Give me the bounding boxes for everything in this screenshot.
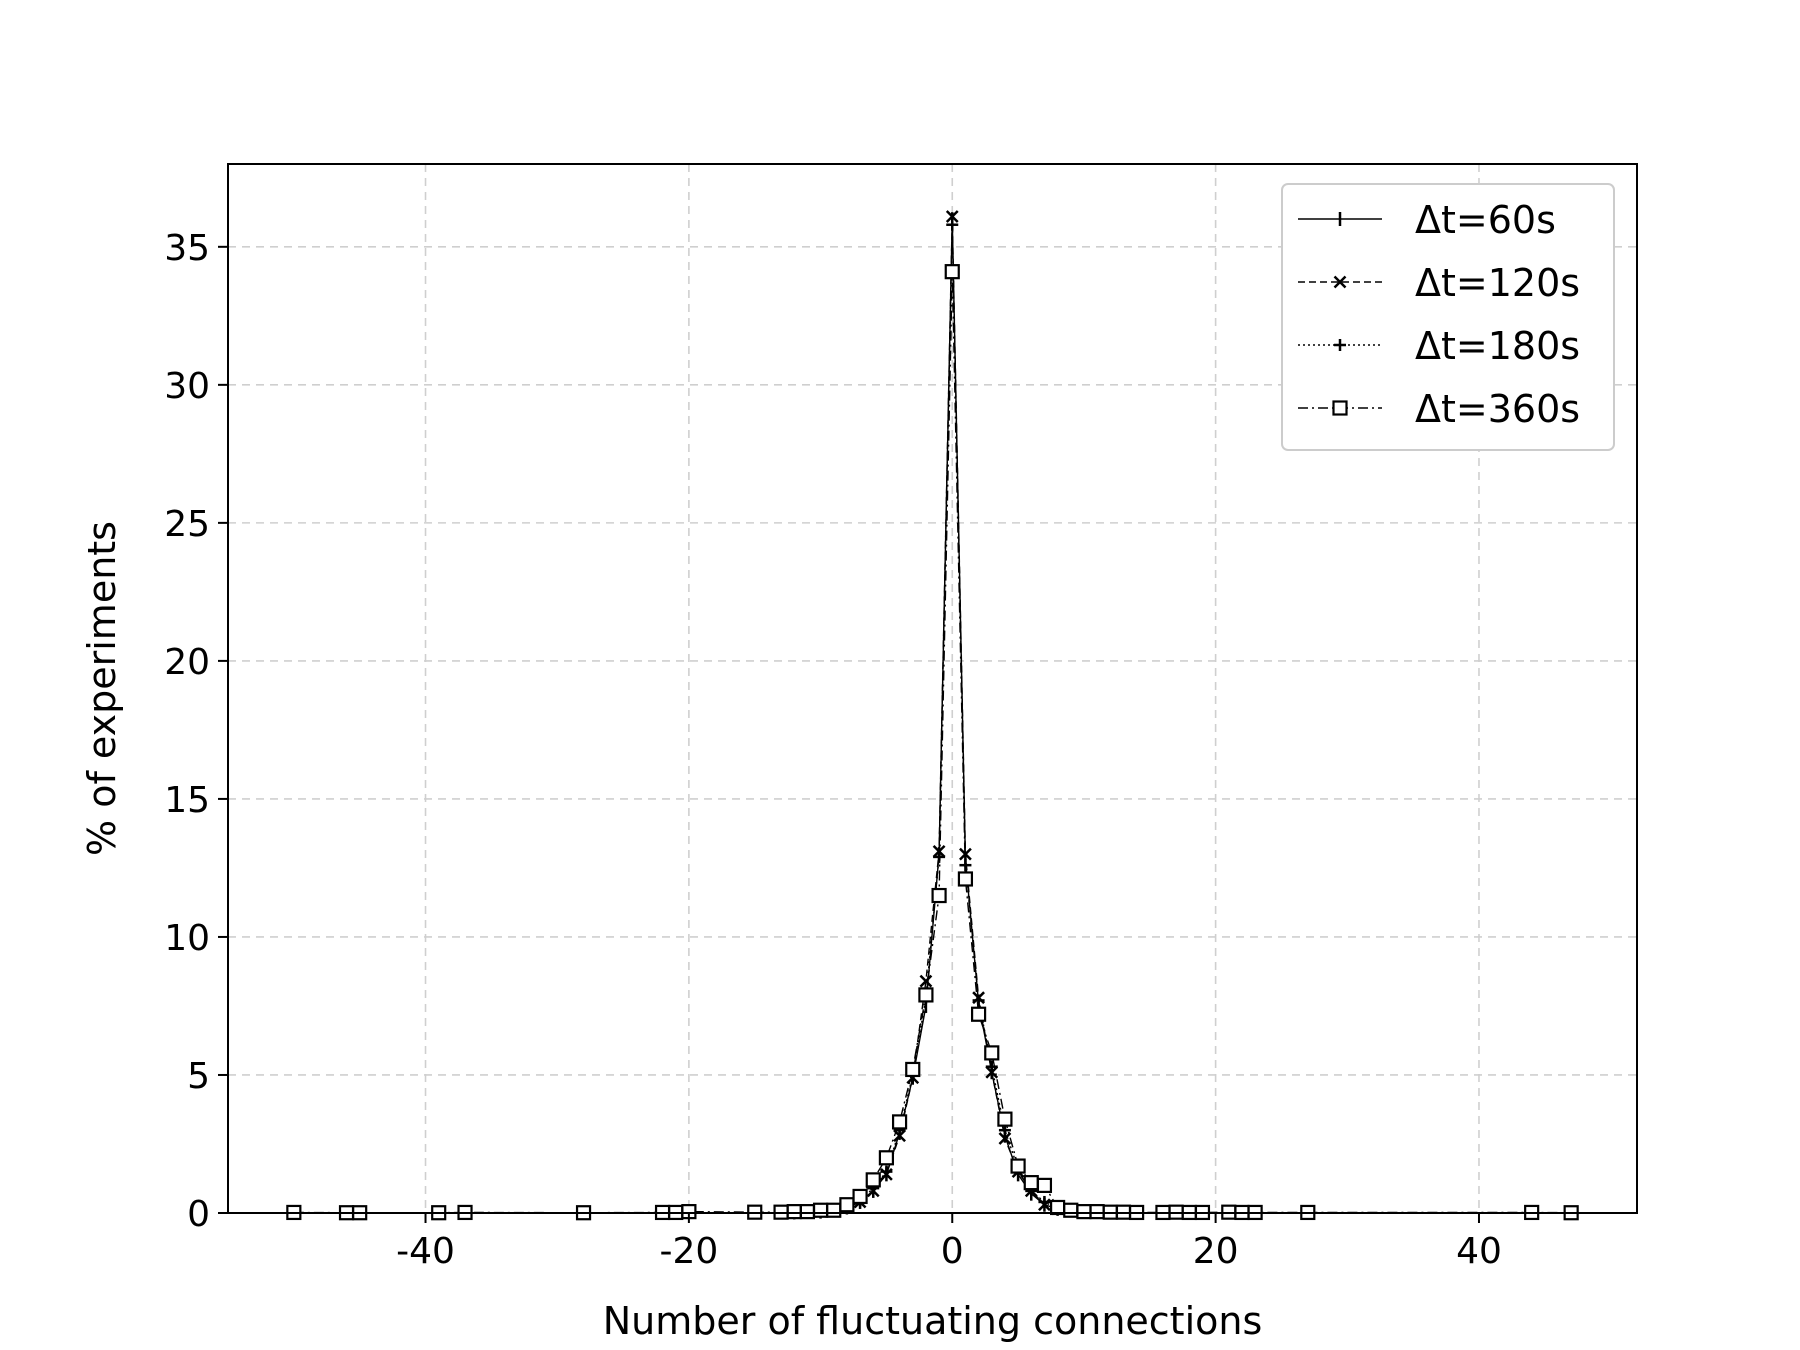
data-point bbox=[918, 987, 934, 1003]
y-tick-label: 15 bbox=[164, 780, 210, 821]
y-axis-label: % of experiments bbox=[80, 521, 124, 856]
data-point bbox=[905, 1061, 921, 1078]
data-point bbox=[945, 210, 959, 223]
data-point bbox=[826, 1202, 842, 1218]
x-tick-label: 40 bbox=[1456, 1231, 1502, 1272]
series-line bbox=[794, 224, 1111, 1214]
legend-label: Δt=120s bbox=[1415, 261, 1580, 305]
x-tick-label: 20 bbox=[1193, 1231, 1239, 1272]
data-point bbox=[984, 1045, 1000, 1061]
x-tick-label: -20 bbox=[659, 1231, 718, 1272]
data-point bbox=[878, 1150, 895, 1166]
data-point bbox=[1010, 1158, 1026, 1174]
data-point bbox=[852, 1188, 868, 1205]
legend-marker bbox=[1333, 275, 1347, 289]
legend-label: Δt=180s bbox=[1415, 324, 1580, 368]
legend-box bbox=[1281, 183, 1615, 451]
data-point bbox=[959, 847, 972, 861]
y-tick-label: 25 bbox=[164, 504, 210, 545]
legend: Δt=60s Δt=120s Δt=180s Δt=360s bbox=[1281, 183, 1615, 451]
data-point bbox=[786, 1204, 802, 1220]
x-tick-label: -40 bbox=[396, 1231, 455, 1272]
y-tick-label: 5 bbox=[187, 1056, 210, 1097]
legend-label: Δt=60s bbox=[1415, 198, 1556, 242]
data-point bbox=[1089, 1204, 1105, 1220]
data-point bbox=[985, 1060, 998, 1073]
data-point bbox=[1036, 1177, 1053, 1193]
plot-area-frame bbox=[227, 163, 1638, 1214]
data-point bbox=[997, 1111, 1013, 1127]
legend-item: Δt=120s bbox=[1298, 261, 1580, 305]
data-point bbox=[931, 887, 947, 904]
y-tick-label: 10 bbox=[164, 918, 210, 959]
data-point bbox=[865, 1172, 881, 1188]
legend-marker bbox=[1332, 400, 1348, 416]
y-tick-label: 20 bbox=[164, 642, 210, 683]
series-3 bbox=[788, 218, 1117, 1219]
data-point bbox=[839, 1197, 855, 1213]
y-tick-label: 0 bbox=[187, 1194, 210, 1235]
y-tick-label: 35 bbox=[164, 228, 210, 269]
data-point bbox=[812, 1202, 829, 1218]
data-point bbox=[946, 218, 959, 231]
legend-marker bbox=[1334, 339, 1346, 351]
legend-label: Δt=360s bbox=[1415, 387, 1580, 431]
legend-item: Δt=60s bbox=[1298, 198, 1556, 242]
data-point bbox=[933, 850, 946, 863]
x-tick-label: 0 bbox=[941, 1231, 964, 1272]
data-point bbox=[880, 1165, 893, 1178]
legend-item: Δt=360s bbox=[1298, 387, 1580, 431]
data-point bbox=[1038, 1195, 1051, 1208]
data-point bbox=[1023, 1175, 1039, 1191]
data-point bbox=[799, 1204, 816, 1220]
data-point bbox=[891, 1114, 908, 1130]
data-point bbox=[972, 994, 985, 1007]
data-point bbox=[957, 871, 974, 887]
data-point bbox=[1063, 1202, 1079, 1218]
data-point bbox=[1076, 1204, 1092, 1220]
data-point bbox=[919, 974, 933, 988]
y-tick-label: 30 bbox=[164, 366, 210, 407]
data-point bbox=[970, 1006, 987, 1022]
legend-item: Δt=180s bbox=[1298, 324, 1580, 368]
data-point bbox=[944, 264, 960, 280]
x-axis-label: Number of fluctuating connections bbox=[603, 1299, 1263, 1343]
tick-layer: -40 -20 0 20 40 0 5 10 15 20 25 30 35 bbox=[164, 228, 1502, 1272]
